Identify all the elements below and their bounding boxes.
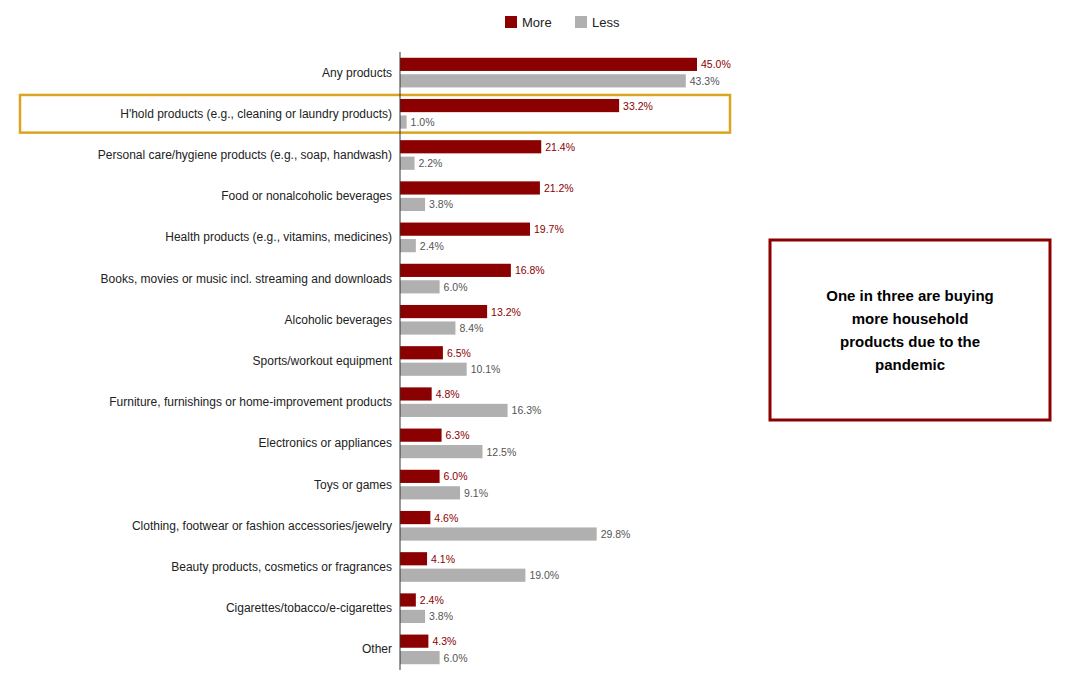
bar xyxy=(400,569,525,582)
bar xyxy=(400,363,467,376)
bar xyxy=(400,157,415,170)
data-label: 21.4% xyxy=(545,141,575,153)
data-label: 19.7% xyxy=(534,223,564,235)
legend-swatch xyxy=(505,16,517,28)
category-label: H'hold products (e.g., cleaning or laund… xyxy=(120,107,392,121)
annotation: One in three are buying more household pro… xyxy=(770,240,1050,420)
bar xyxy=(400,429,442,442)
bar xyxy=(400,346,443,359)
category-label: Books, movies or music incl. streaming a… xyxy=(101,272,392,286)
data-label: 29.8% xyxy=(601,528,631,540)
bar xyxy=(400,321,455,334)
category-label: Clothing, footwear or fashion accessorie… xyxy=(132,519,392,533)
y-tick-labels: Any products H'hold products (e.g., clean… xyxy=(98,66,393,657)
data-label: 2.4% xyxy=(420,240,444,252)
data-label: 4.1% xyxy=(431,553,455,565)
category-label: Other xyxy=(362,642,392,656)
bar xyxy=(400,511,430,524)
legend-swatch xyxy=(575,16,587,28)
chart: More Less 45.0% 33.2% 21.4% 21.2% 19.7% 16.8% 13… xyxy=(0,0,1086,682)
category-label: Food or nonalcoholic beverages xyxy=(221,189,392,203)
data-label: 21.2% xyxy=(544,182,574,194)
data-label: 6.3% xyxy=(446,429,470,441)
data-label: 6.5% xyxy=(447,347,471,359)
annotation-text: One in three are buying more household pro… xyxy=(826,287,994,373)
annotation-line: pandemic xyxy=(875,356,945,373)
bar xyxy=(400,74,686,87)
bar xyxy=(400,140,541,153)
annotation-line: products due to the xyxy=(840,333,980,350)
data-label: 10.1% xyxy=(471,363,501,375)
data-label: 3.8% xyxy=(429,610,453,622)
data-label: 9.1% xyxy=(464,487,488,499)
data-label: 8.4% xyxy=(459,322,483,334)
highlight-box xyxy=(20,95,730,133)
data-label: 45.0% xyxy=(701,58,731,70)
legend: More Less xyxy=(505,15,620,30)
bar xyxy=(400,404,508,417)
bar xyxy=(400,470,440,483)
bar xyxy=(400,239,416,252)
data-label: 4.3% xyxy=(432,635,456,647)
bar xyxy=(400,58,697,71)
data-label: 1.0% xyxy=(411,116,435,128)
data-labels: 45.0% 33.2% 21.4% 21.2% 19.7% 16.8% 13.2% 6.5% 4… xyxy=(411,58,731,663)
bar xyxy=(400,593,416,606)
bar xyxy=(400,610,425,623)
legend-label: More xyxy=(522,15,552,30)
data-label: 6.0% xyxy=(444,470,468,482)
data-label: 4.6% xyxy=(434,512,458,524)
legend-label: Less xyxy=(592,15,620,30)
bar xyxy=(400,445,483,458)
data-label: 2.2% xyxy=(419,157,443,169)
data-label: 4.8% xyxy=(436,388,460,400)
category-label: Beauty products, cosmetics or fragrances xyxy=(171,560,392,574)
data-label: 12.5% xyxy=(487,446,517,458)
bar xyxy=(400,486,460,499)
y-axis xyxy=(400,52,401,670)
bar xyxy=(400,552,427,565)
bar xyxy=(400,527,597,540)
category-label: Alcoholic beverages xyxy=(285,313,392,327)
data-label: 6.0% xyxy=(444,281,468,293)
bar xyxy=(400,651,440,664)
bars xyxy=(400,58,697,664)
category-label: Health products (e.g., vitamins, medicin… xyxy=(165,230,392,244)
category-label: Cigarettes/tobacco/e-cigarettes xyxy=(226,601,392,615)
bar xyxy=(400,115,407,128)
data-label: 2.4% xyxy=(420,594,444,606)
category-label: Electronics or appliances xyxy=(259,436,392,450)
bar xyxy=(400,181,540,194)
data-label: 43.3% xyxy=(690,75,720,87)
bar xyxy=(400,264,511,277)
bar xyxy=(400,198,425,211)
data-label: 6.0% xyxy=(444,652,468,664)
bar xyxy=(400,99,619,112)
data-label: 16.8% xyxy=(515,264,545,276)
data-label: 19.0% xyxy=(529,569,559,581)
category-label: Toys or games xyxy=(314,478,392,492)
bar xyxy=(400,387,432,400)
data-label: 13.2% xyxy=(491,306,521,318)
data-label: 3.8% xyxy=(429,198,453,210)
annotation-line: One in three are buying xyxy=(826,287,994,304)
annotation-line: more household xyxy=(852,310,969,327)
category-label: Personal care/hygiene products (e.g., so… xyxy=(98,148,392,162)
bar xyxy=(400,280,440,293)
bar xyxy=(400,635,428,648)
category-label: Any products xyxy=(322,66,392,80)
data-label: 16.3% xyxy=(512,404,542,416)
annotation-box xyxy=(770,240,1050,420)
data-label: 33.2% xyxy=(623,100,653,112)
category-label: Sports/workout equipment xyxy=(253,354,393,368)
category-label: Furniture, furnishings or home-improveme… xyxy=(109,395,392,409)
bar xyxy=(400,305,487,318)
bar xyxy=(400,223,530,236)
